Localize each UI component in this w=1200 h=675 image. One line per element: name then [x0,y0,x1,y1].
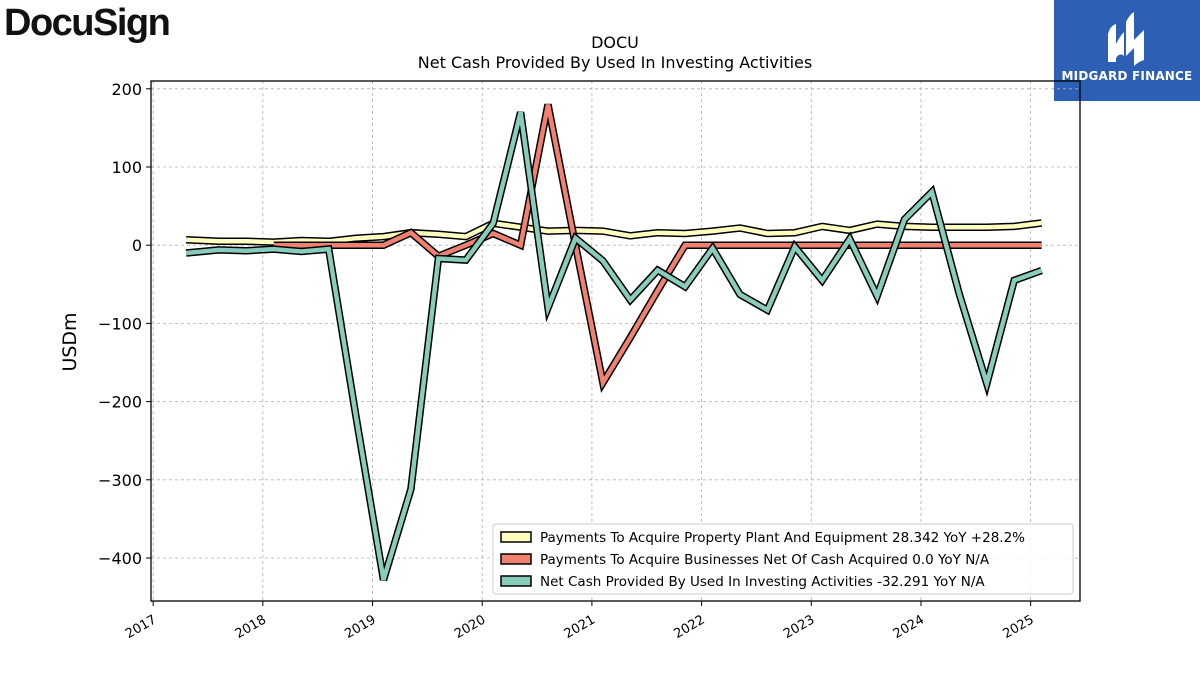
chart-title: DOCU [591,33,639,52]
grid-lines [151,81,1080,601]
series-outline-2 [185,111,1043,581]
series-line-0 [185,220,1042,245]
docusign-logo: DocuSign [4,2,171,44]
midgard-emblem-icon [1108,12,1144,66]
y-tick-label: 100 [111,158,142,177]
x-tick-label: 2023 [781,612,817,642]
x-tick-label: 2018 [233,612,269,642]
x-tick-label: 2021 [562,612,598,642]
y-tick-label: 200 [111,80,142,99]
x-tick-label: 2020 [452,612,488,642]
x-tick-label: 2019 [342,612,378,642]
legend-entry-1: Payments To Acquire Businesses Net Of Ca… [540,552,990,568]
midgard-finance-logo: MIDGARD FINANCE [1054,0,1200,101]
y-tick-label: 0 [132,236,142,255]
y-tick-label: −300 [98,471,142,490]
y-tick-label: −200 [98,393,142,412]
legend-entry-2: Net Cash Provided By Used In Investing A… [540,574,985,590]
legend-swatch-2 [500,575,532,587]
legend-swatch-0 [500,531,532,543]
legend-box [492,523,1074,595]
series-line-1 [273,104,1042,389]
legend: Payments To Acquire Property Plant And E… [492,523,1074,595]
y-axis-label: USDm [59,312,81,371]
y-tick-label: −100 [98,314,142,333]
y-tick-label: −400 [98,549,142,568]
plot-frame [150,80,1081,602]
series-lines [185,103,1043,581]
x-tick-label: 2024 [891,612,927,642]
series-line-2 [185,111,1043,581]
x-tick-label: 2025 [1000,612,1036,642]
legend-entry-0: Payments To Acquire Property Plant And E… [540,530,1025,546]
midgard-finance-wordmark: MIDGARD FINANCE [1061,69,1193,83]
chart-subtitle: Net Cash Provided By Used In Investing A… [418,53,812,72]
legend-swatch-1 [500,553,532,565]
x-tick-label: 2022 [671,612,707,642]
x-tick-label: 2017 [123,612,159,642]
